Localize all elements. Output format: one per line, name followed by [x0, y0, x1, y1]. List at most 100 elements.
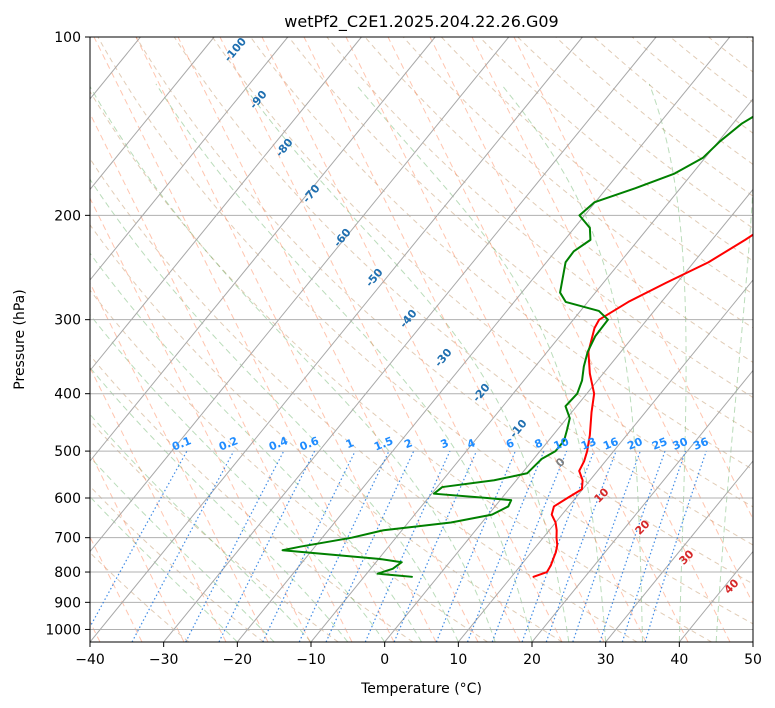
dry-adiabat	[90, 90, 712, 642]
y-tick-label: 1000	[45, 622, 81, 638]
moist-adiabat	[90, 178, 459, 642]
mixing-ratio-line	[435, 450, 516, 642]
dry-adiabat	[97, 37, 753, 625]
isotherm	[163, 37, 657, 642]
mixing-ratio-label: 2	[402, 436, 414, 451]
mixing-ratio-label: 1	[344, 436, 356, 451]
dry-adiabat	[90, 551, 190, 642]
isotherm	[605, 460, 753, 642]
grid-layer	[90, 37, 753, 642]
x-axis-title: Temperature (°C)	[360, 681, 482, 697]
moist-adiabat	[715, 179, 753, 642]
y-tick-label: 800	[54, 565, 81, 581]
mixing-ratio-label: 8	[533, 436, 545, 451]
guide-line	[90, 112, 353, 642]
guide-line	[345, 37, 647, 642]
isotherm	[90, 37, 436, 462]
guide-line	[177, 37, 479, 642]
guide-line	[261, 37, 563, 642]
moist-adiabat	[500, 83, 643, 642]
mixing-ratio-line	[393, 450, 478, 642]
moist-adiabat	[90, 252, 422, 642]
plot-area: 0.1 0.2 0.4 0.6 1 1.5 2 3 4 6 8 10 13 16 20 25 30 36-100-…	[90, 37, 753, 642]
dry-adiabat	[90, 485, 264, 642]
mixing-ratio-label: 16	[601, 435, 620, 453]
isotherm	[90, 37, 362, 372]
mixing-ratio-line	[621, 450, 687, 642]
y-tick-label: 100	[54, 30, 81, 46]
moist-adiabat	[355, 83, 607, 642]
guide-line	[90, 366, 227, 642]
mixing-ratio-label: 3	[439, 436, 451, 451]
isotherm	[90, 37, 583, 642]
y-tick-label: 400	[54, 387, 81, 403]
dry-adiabat	[135, 37, 753, 585]
dry-adiabat	[288, 37, 753, 434]
moist-adiabat	[648, 83, 687, 642]
x-tick-label: −10	[296, 652, 326, 668]
mixing-ratio-line	[218, 450, 316, 642]
dry-adiabat	[364, 37, 753, 363]
mixing-ratio-line	[90, 450, 188, 629]
x-tick-label: −40	[75, 652, 105, 668]
y-tick-label: 600	[54, 491, 81, 507]
moist-adiabat	[90, 313, 386, 642]
guide-line	[90, 197, 311, 642]
mixing-ratio-line	[572, 450, 641, 642]
mixing-ratio-line	[491, 450, 568, 642]
y-tick-label: 700	[54, 531, 81, 547]
guide-line	[135, 37, 437, 642]
mixing-ratio-line	[545, 450, 617, 642]
mixing-ratio-label: 25	[650, 435, 669, 453]
temperature-line	[532, 233, 753, 578]
isotherm	[384, 188, 753, 642]
isotherm	[236, 37, 731, 642]
x-tick-label: 0	[380, 652, 389, 668]
guide-line	[90, 281, 269, 642]
x-tick-label: 30	[597, 652, 615, 668]
dry-adiabat	[90, 354, 414, 642]
x-tick-label: 50	[744, 652, 762, 668]
series-layer	[281, 115, 753, 578]
x-tick-label: 20	[523, 652, 541, 668]
x-tick-label: 10	[449, 652, 467, 668]
dry-adiabat	[440, 37, 753, 295]
dewpoint-line	[281, 115, 753, 578]
y-tick-label: 300	[54, 313, 81, 329]
guide-line	[90, 536, 143, 642]
moist-adiabat	[241, 83, 570, 642]
mixing-ratio-label: 30	[671, 435, 690, 453]
y-tick-label: 500	[54, 444, 81, 460]
isotherm	[457, 279, 753, 642]
isotherm	[90, 37, 289, 281]
dry-adiabat	[173, 37, 753, 546]
isotherm	[310, 98, 753, 642]
y-tick-label: 900	[54, 595, 81, 611]
y-tick-label: 200	[54, 208, 81, 224]
dry-adiabat	[90, 289, 488, 642]
moist-adiabat	[90, 366, 349, 642]
guide-line	[387, 37, 689, 642]
isotherm	[90, 37, 215, 191]
mixing-ratio-label: 20	[625, 435, 644, 453]
moist-adiabat	[90, 413, 312, 642]
moist-adiabat	[90, 85, 496, 642]
mixing-ratio-line	[521, 450, 595, 642]
x-tick-label: −20	[223, 652, 253, 668]
guide-line	[513, 37, 753, 521]
guide-line	[471, 37, 753, 605]
guide-line	[429, 37, 731, 642]
guide-line	[93, 37, 395, 642]
mixing-ratio-line	[644, 450, 707, 642]
dry-adiabat	[250, 37, 753, 471]
x-tick-label: 40	[670, 652, 688, 668]
isotherm	[90, 37, 510, 553]
mixing-ratio-label: 13	[579, 435, 598, 453]
guide-line	[90, 451, 185, 642]
chart-title: wetPf2_C2E1.2025.204.22.26.G09	[284, 12, 558, 32]
moist-adiabat	[90, 456, 275, 642]
plot-frame	[89, 36, 754, 643]
mixing-ratio-label: 10	[552, 435, 571, 453]
mixing-ratio-line	[131, 450, 235, 642]
